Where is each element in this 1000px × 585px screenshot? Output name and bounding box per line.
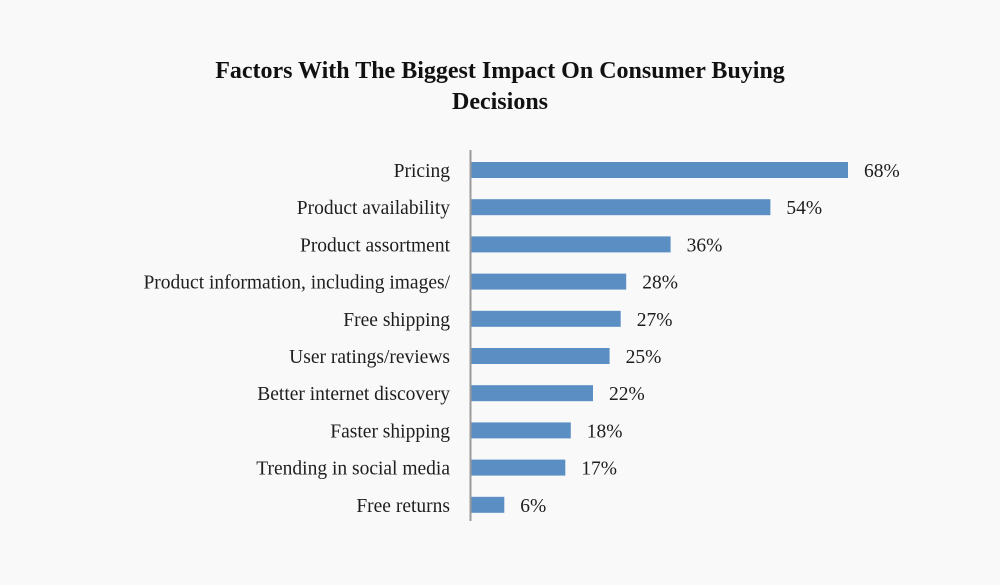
category-label: Free shipping bbox=[343, 310, 450, 331]
value-label: 54% bbox=[786, 198, 822, 219]
value-label: 17% bbox=[581, 459, 617, 480]
category-label: Trending in social media bbox=[256, 459, 450, 480]
chart-title-line-2: Decisions bbox=[452, 89, 548, 115]
value-label: 25% bbox=[626, 347, 662, 368]
chart-title-line-1: Factors With The Biggest Impact On Consu… bbox=[215, 58, 785, 84]
category-label: Pricing bbox=[394, 161, 451, 182]
bar-5 bbox=[471, 348, 610, 364]
value-label: 36% bbox=[687, 235, 723, 256]
category-label: Product assortment bbox=[300, 235, 451, 256]
bar-2 bbox=[471, 236, 671, 253]
bar-9 bbox=[471, 496, 505, 513]
category-label: Product availability bbox=[297, 198, 451, 219]
bars-group bbox=[471, 162, 848, 513]
value-label: 18% bbox=[587, 421, 623, 442]
category-label: User ratings/reviews bbox=[289, 347, 450, 368]
value-label: 68% bbox=[864, 161, 900, 182]
category-label: Product information, including images/ bbox=[143, 273, 450, 294]
category-labels-group: Pricing Product availability Product assor… bbox=[143, 161, 450, 517]
value-label: 6% bbox=[520, 496, 546, 517]
bar-6 bbox=[471, 385, 593, 402]
chart-title: Factors With The Biggest Impact On Consu… bbox=[0, 56, 1000, 118]
value-labels-group: 68% 54% 36% 28% 27% 25% 22% 18% 17% 6% bbox=[520, 161, 899, 517]
bar-1 bbox=[471, 199, 771, 216]
category-label: Faster shipping bbox=[330, 421, 450, 442]
bar-0 bbox=[471, 162, 848, 178]
value-label: 28% bbox=[642, 273, 678, 294]
category-label: Better internet discovery bbox=[257, 384, 450, 405]
bar-8 bbox=[471, 459, 566, 476]
value-label: 22% bbox=[609, 384, 645, 405]
bar-7 bbox=[471, 422, 571, 439]
bar-3 bbox=[471, 273, 627, 290]
bar-4 bbox=[471, 310, 621, 327]
category-label: Free returns bbox=[356, 496, 450, 517]
value-label: 27% bbox=[637, 310, 673, 331]
